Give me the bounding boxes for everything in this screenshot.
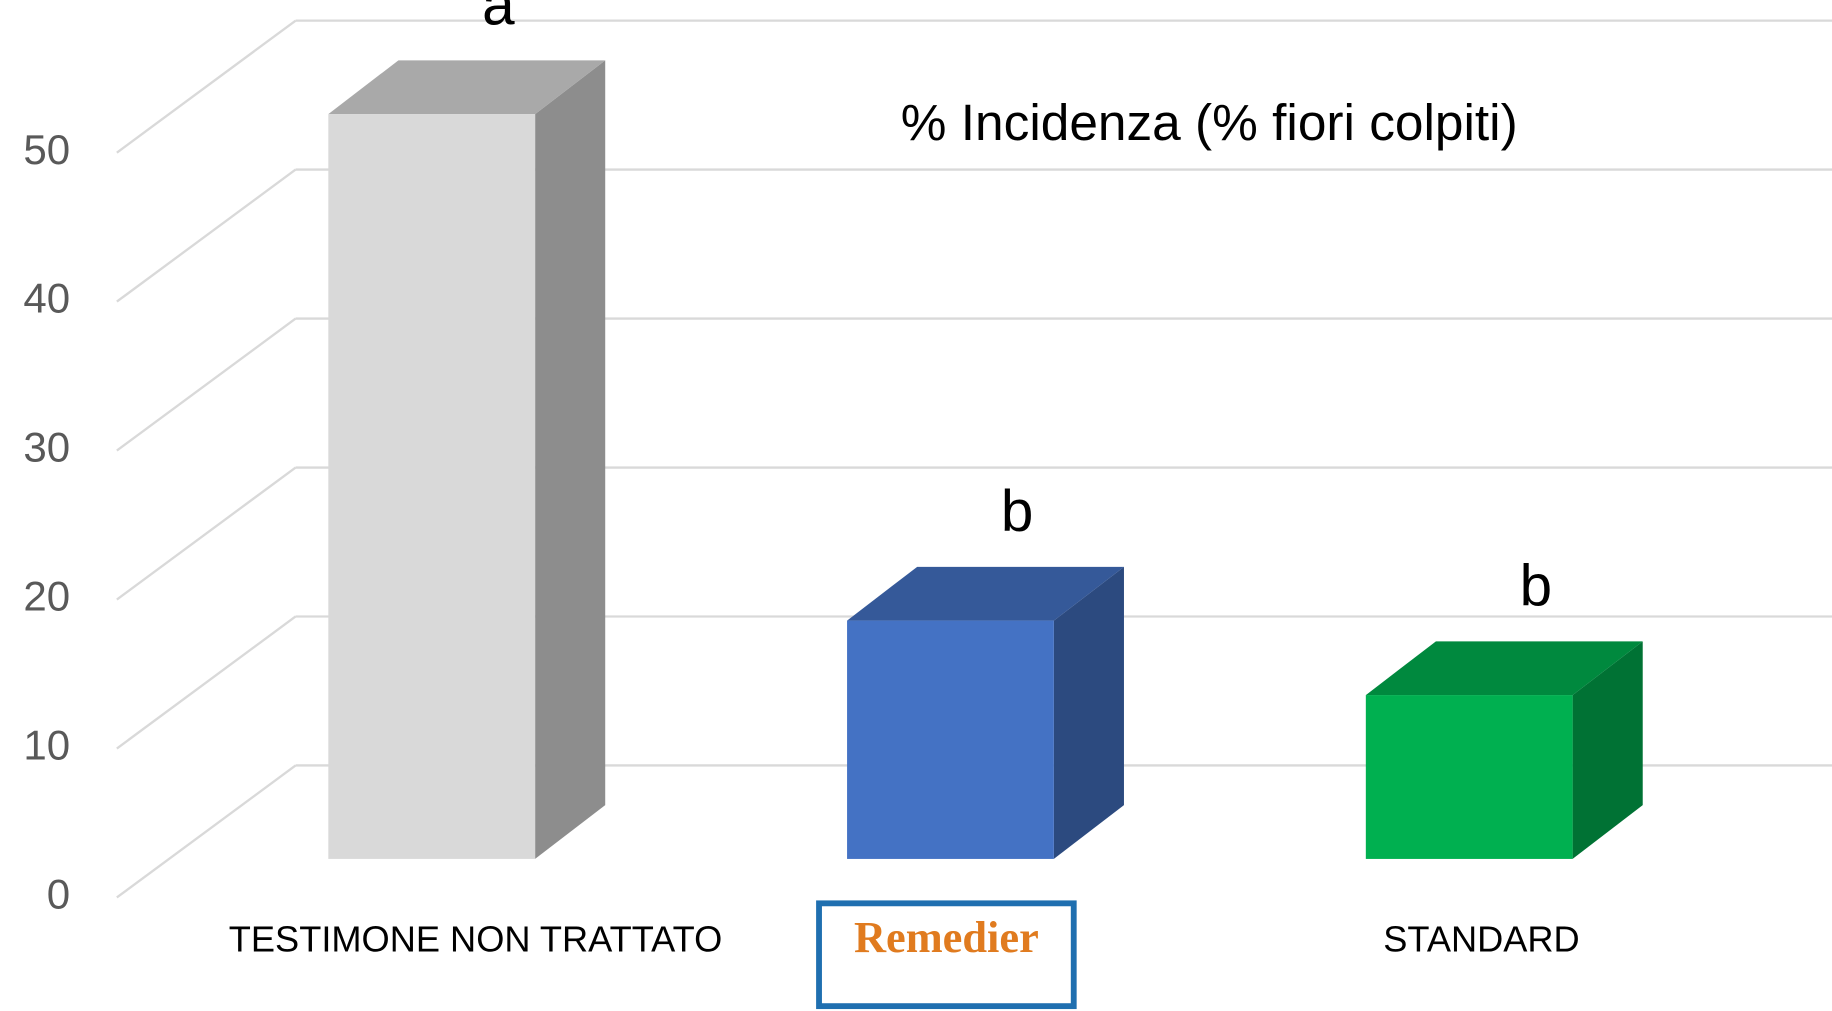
grid-line-side [116, 764, 297, 899]
y-tick-label: 50 [23, 126, 70, 173]
bar-annotation: b [1001, 479, 1033, 544]
bar-top [847, 566, 1124, 621]
bar-annotation: b [1520, 553, 1552, 618]
y-tick-label: 30 [23, 424, 70, 471]
grid-line-side [116, 317, 297, 452]
bar-top [328, 60, 606, 115]
grid-line-side [116, 615, 297, 750]
grid-line-side [116, 19, 297, 154]
y-tick-label: 10 [23, 722, 70, 769]
bar-annotation: a [482, 0, 515, 37]
grid-line-side [116, 466, 297, 601]
chart-title: % Incidenza (% fiori colpiti) [901, 93, 1518, 151]
bar-side [535, 60, 606, 859]
bar [328, 114, 536, 859]
grid-line-side [116, 168, 297, 303]
bar-side [1572, 641, 1643, 859]
logo-text: Remedier [854, 912, 1039, 962]
x-tick-label: TESTIMONE NON TRATTATO [229, 918, 722, 959]
bar-side [1053, 566, 1124, 859]
bar-top [1365, 641, 1643, 696]
bar [1365, 695, 1573, 859]
bar [847, 620, 1054, 859]
y-tick-label: 40 [23, 275, 70, 322]
y-tick-label: 0 [47, 871, 70, 918]
logo-box [816, 900, 1077, 1010]
y-tick-label: 20 [23, 573, 70, 620]
x-tick-label: STANDARD [1383, 918, 1579, 959]
